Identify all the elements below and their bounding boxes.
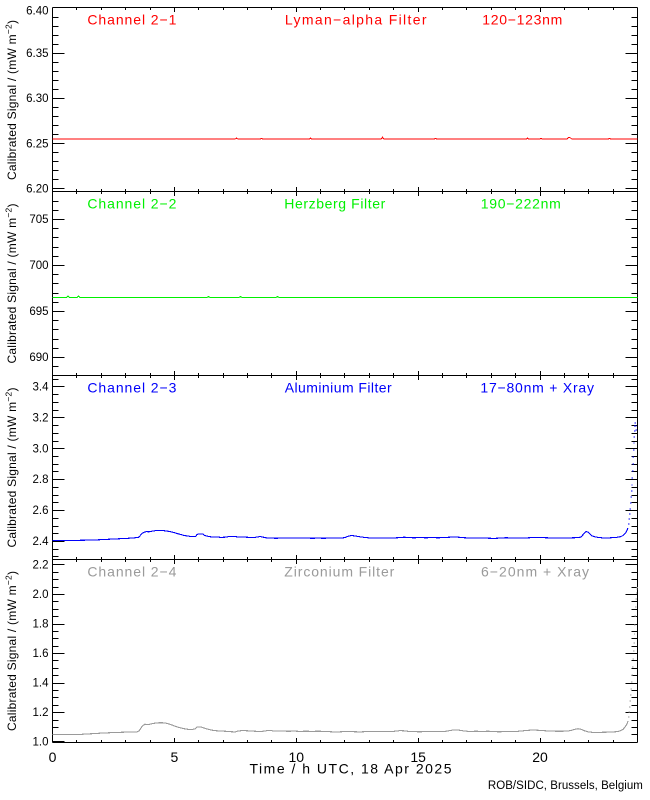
- svg-text:2.6: 2.6: [33, 505, 49, 517]
- svg-text:700: 700: [29, 260, 48, 272]
- svg-text:190−222nm: 190−222nm: [481, 196, 561, 212]
- svg-text:1.6: 1.6: [33, 648, 49, 660]
- svg-text:Lyman−alpha Filter: Lyman−alpha Filter: [285, 12, 427, 28]
- svg-text:6.40: 6.40: [26, 6, 48, 18]
- svg-text:1.0: 1.0: [33, 737, 49, 749]
- svg-text:Calibrated Signal / (mW m−2): Calibrated Signal / (mW m−2): [4, 204, 20, 364]
- svg-text:Herzberg Filter: Herzberg Filter: [284, 196, 385, 212]
- svg-text:1.4: 1.4: [33, 678, 50, 690]
- svg-text:Time / h UTC, 18 Apr 2025: Time / h UTC, 18 Apr 2025: [250, 761, 452, 777]
- svg-text:6−20nm + Xray: 6−20nm + Xray: [481, 564, 589, 580]
- svg-text:Aluminium Filter: Aluminium Filter: [285, 380, 392, 396]
- svg-text:Calibrated Signal / (mW m−2): Calibrated Signal / (mW m−2): [4, 571, 20, 731]
- svg-text:3.2: 3.2: [33, 412, 49, 424]
- svg-text:Channel 2−3: Channel 2−3: [87, 380, 176, 396]
- svg-text:Channel 2−4: Channel 2−4: [87, 564, 176, 580]
- svg-text:10: 10: [288, 749, 304, 765]
- svg-text:695: 695: [29, 306, 48, 318]
- svg-text:6.20: 6.20: [26, 183, 48, 195]
- svg-text:ROB/SIDC, Brussels, Belgium: ROB/SIDC, Brussels, Belgium: [488, 780, 643, 792]
- svg-text:690: 690: [29, 352, 48, 364]
- svg-text:15: 15: [410, 749, 426, 765]
- svg-text:705: 705: [29, 214, 48, 226]
- svg-text:17−80nm + Xray: 17−80nm + Xray: [480, 380, 594, 396]
- svg-text:120−123nm: 120−123nm: [482, 12, 562, 28]
- svg-text:Calibrated Signal / (mW m−2): Calibrated Signal / (mW m−2): [4, 20, 20, 180]
- svg-text:6.30: 6.30: [26, 93, 48, 105]
- svg-text:20: 20: [532, 749, 548, 765]
- svg-text:2.2: 2.2: [33, 560, 49, 572]
- svg-text:6.25: 6.25: [26, 138, 48, 150]
- svg-text:2.8: 2.8: [33, 474, 49, 486]
- svg-text:0: 0: [49, 749, 57, 765]
- svg-text:Channel 2−1: Channel 2−1: [87, 12, 176, 28]
- svg-text:1.8: 1.8: [33, 619, 49, 631]
- svg-text:Zirconium Filter: Zirconium Filter: [284, 564, 394, 580]
- svg-text:2.0: 2.0: [33, 589, 49, 601]
- svg-text:6.35: 6.35: [26, 48, 48, 60]
- svg-text:Channel 2−2: Channel 2−2: [87, 196, 176, 212]
- svg-text:Calibrated Signal / (mW m−2): Calibrated Signal / (mW m−2): [4, 388, 20, 548]
- svg-text:3.4: 3.4: [33, 382, 50, 394]
- svg-text:2.4: 2.4: [33, 536, 50, 548]
- svg-text:5: 5: [170, 749, 178, 765]
- svg-text:3.0: 3.0: [33, 443, 49, 455]
- svg-text:1.2: 1.2: [33, 707, 49, 719]
